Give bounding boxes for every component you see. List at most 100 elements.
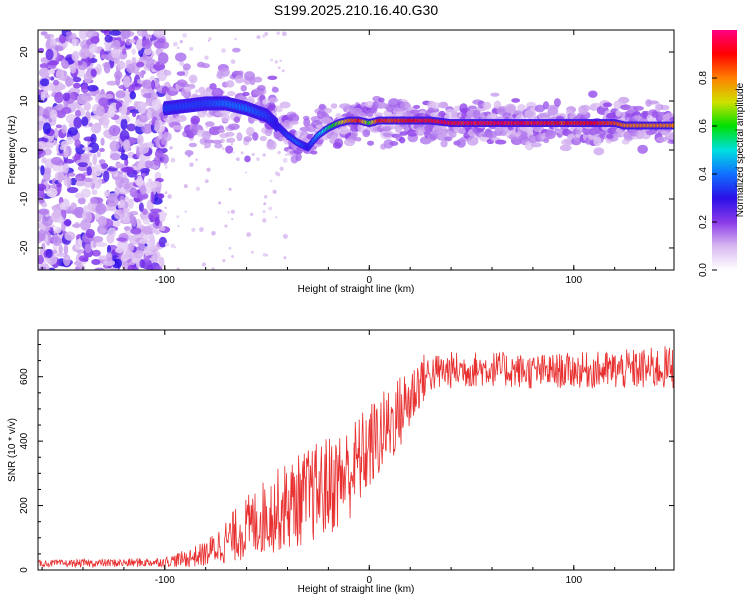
spectral-cell (272, 189, 277, 194)
spectral-cell (282, 157, 288, 163)
spectral-cell (77, 162, 89, 168)
spectral-cell (189, 46, 194, 51)
spectral-cell (119, 199, 125, 208)
spectral-cell (227, 90, 236, 97)
spectral-cell (75, 176, 83, 181)
spectral-cell (106, 80, 118, 86)
snr-x-ticks: -100 0 100 (41, 330, 657, 586)
spectral-cell (69, 177, 78, 186)
spectral-cell (38, 105, 45, 117)
spectral-cell (262, 210, 266, 214)
spectral-cell (655, 102, 662, 112)
spectral-cell (172, 125, 184, 130)
spectral-cell (276, 31, 281, 35)
spectrogram-marks (38, 30, 674, 270)
spectral-cell (268, 97, 279, 103)
spectral-cell (123, 226, 131, 231)
spectral-cell (343, 138, 356, 147)
spectral-cell (164, 191, 168, 195)
spectral-cell (51, 249, 58, 255)
spectral-cell (72, 76, 82, 83)
spectral-cell (288, 113, 300, 123)
spectral-cell (81, 116, 89, 127)
spectral-cell (252, 132, 259, 141)
spectral-cell (173, 245, 177, 249)
spectral-cell (38, 229, 46, 242)
spectral-cell (285, 153, 288, 156)
spectral-cell (204, 55, 209, 60)
spectral-cell (90, 36, 100, 44)
y-tick-label: 0 (19, 567, 30, 573)
spectral-cell (265, 253, 268, 257)
spectral-cell (246, 126, 255, 137)
colorbar-tick-label: 0.6 (698, 119, 709, 133)
spectral-cell (131, 216, 137, 228)
spectral-cell (264, 128, 273, 137)
spectral-cell (666, 131, 674, 140)
spectral-cell (138, 143, 150, 154)
spectral-cell (183, 184, 188, 189)
spectrogram-y-ticks: -20 -10 0 10 20 (19, 46, 674, 255)
spectral-cell (378, 97, 385, 103)
spectral-cell (55, 104, 63, 111)
spectral-cell (90, 68, 97, 78)
spectral-cell (176, 79, 187, 87)
spectral-cell (96, 151, 101, 158)
spectral-cell (234, 37, 237, 41)
spectral-cell (73, 261, 82, 266)
spectral-cell (38, 67, 51, 78)
spectral-cell (539, 113, 551, 119)
spectral-cell (204, 142, 211, 149)
spectral-cell (242, 91, 250, 97)
spectral-cell (74, 239, 82, 251)
spectral-cell (444, 136, 452, 142)
spectral-cell (177, 225, 180, 228)
spectral-cell (154, 119, 160, 131)
spectral-cell (85, 228, 95, 239)
spectral-cell (104, 34, 113, 43)
spectral-cell (206, 167, 211, 172)
spectral-cell (240, 151, 244, 155)
spectral-cell (94, 267, 105, 270)
spectral-cell (67, 127, 78, 136)
spectral-cell (140, 88, 149, 94)
spectral-cell (129, 235, 141, 245)
spectral-cell (153, 156, 161, 167)
spectral-cell (230, 209, 236, 214)
spectral-cell (524, 140, 534, 151)
spectral-cell (440, 102, 448, 108)
spectral-cell (227, 123, 240, 130)
spectral-cell (54, 92, 64, 104)
spectral-cell (50, 156, 63, 165)
spectral-cell (86, 210, 93, 223)
spectral-cell (109, 140, 120, 152)
spectral-cell (106, 167, 118, 172)
spectral-cell (283, 119, 291, 128)
y-tick-label: 0 (19, 147, 30, 153)
spectral-cell (67, 172, 76, 177)
spectral-cell (124, 250, 135, 260)
spectral-cell (105, 252, 113, 263)
spectral-cell (399, 101, 411, 111)
spectral-cell (121, 166, 132, 173)
spectral-cell (232, 47, 241, 53)
spectral-cell (593, 147, 605, 156)
spectral-cell (38, 124, 43, 131)
spectral-cell (60, 140, 69, 148)
spectral-cell (188, 74, 198, 84)
spectral-cell (96, 105, 105, 117)
snr-frame (37, 329, 675, 571)
spectral-cell (151, 79, 156, 90)
spectral-cell (95, 202, 107, 215)
spectral-cell (184, 149, 194, 156)
spectral-cell (281, 31, 287, 37)
spectral-cell (64, 76, 74, 87)
spectral-cell (98, 97, 109, 107)
spectral-cell (103, 259, 116, 267)
spectral-cell (490, 92, 500, 97)
spectral-cell (49, 76, 55, 81)
spectral-cell (80, 153, 90, 165)
spectral-cell (138, 238, 150, 244)
spectral-cell (371, 104, 378, 114)
spectral-cell (355, 137, 362, 142)
